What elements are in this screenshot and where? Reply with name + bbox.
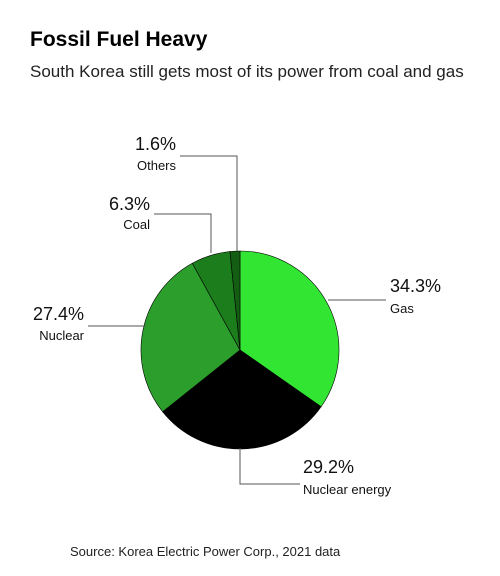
pie-slice <box>229 250 241 351</box>
category-label: Coal <box>123 217 150 232</box>
chart-subtitle: South Korea still gets most of its power… <box>30 62 464 81</box>
category-label: Others <box>137 158 177 173</box>
pie-slice <box>140 262 241 413</box>
category-label: Nuclear energy <box>303 482 392 497</box>
category-label: Nuclear <box>39 328 84 343</box>
data-label: 34.3% <box>390 276 441 296</box>
category-label: Gas <box>390 301 414 316</box>
data-label: 1.6% <box>135 134 176 154</box>
data-label: 29.2% <box>303 457 354 477</box>
data-label: 27.4% <box>33 304 84 324</box>
pie-slice <box>239 250 340 408</box>
leader-line <box>239 448 300 485</box>
chart-title: Fossil Fuel Heavy <box>30 28 208 51</box>
leader-line <box>180 155 238 251</box>
source-note: Source: Korea Electric Power Corp., 2021… <box>70 544 341 559</box>
data-label: 6.3% <box>109 194 150 214</box>
leader-line <box>154 213 212 253</box>
pie-slice <box>162 349 322 450</box>
